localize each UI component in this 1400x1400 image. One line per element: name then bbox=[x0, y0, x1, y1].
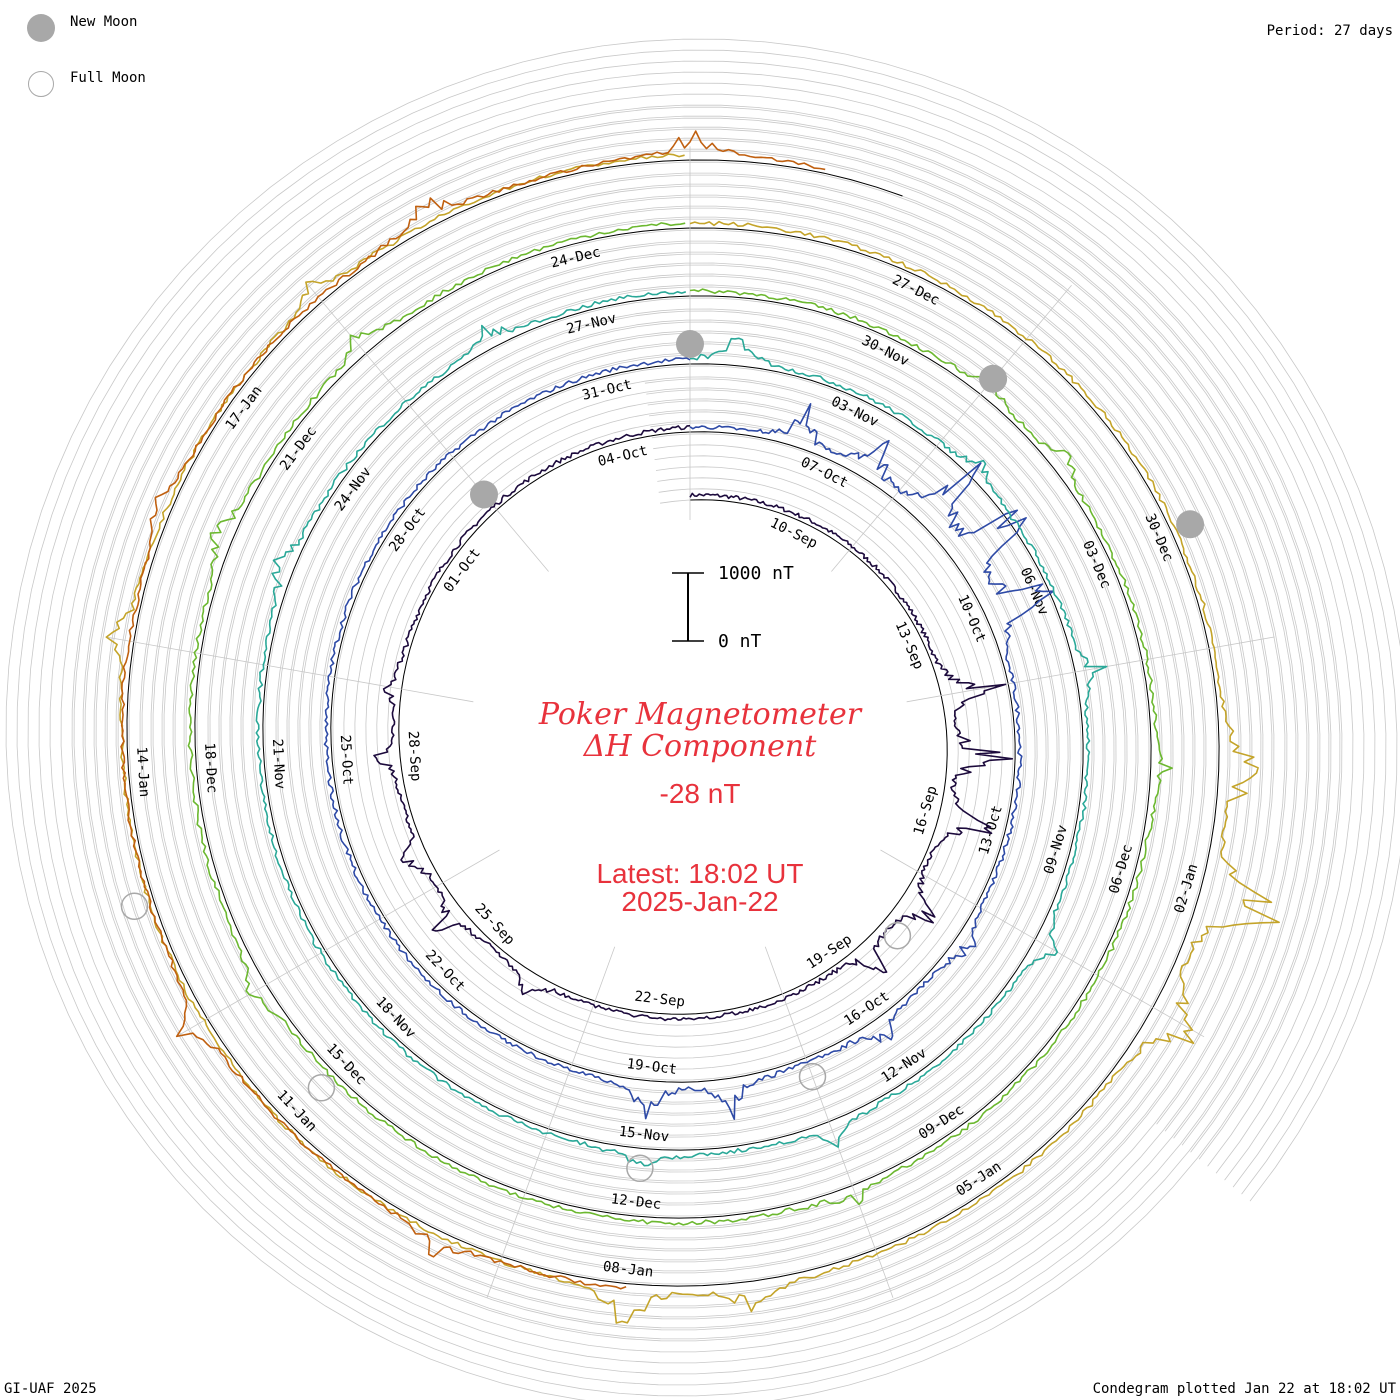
new-moon-marker bbox=[470, 480, 498, 509]
full-moon-marker bbox=[626, 1154, 654, 1183]
series-line bbox=[373, 425, 1014, 1022]
chart-title: Poker Magnetometer bbox=[538, 697, 862, 732]
new-moon-marker bbox=[1176, 510, 1205, 539]
date-tick-label: 01-Oct bbox=[441, 545, 484, 595]
baseline-spiral bbox=[126, 159, 1220, 1287]
footer-credit: GI-UAF 2025 bbox=[4, 1381, 97, 1397]
date-tick-label: 10-Oct bbox=[954, 592, 989, 645]
date-tick-label: 28-Sep bbox=[405, 730, 424, 781]
full-moon-marker bbox=[883, 921, 912, 950]
new-moon-legend-icon bbox=[27, 14, 55, 42]
series-line bbox=[120, 130, 826, 1290]
grid-spiral bbox=[115, 148, 1299, 1298]
grid-spiral bbox=[93, 126, 1321, 1320]
radial-grid-line bbox=[764, 946, 894, 1298]
radial-grid-line bbox=[105, 636, 474, 703]
date-tick-label: 22-Sep bbox=[634, 989, 686, 1011]
date-tick-label: 15-Nov bbox=[618, 1124, 670, 1146]
date-tick-label: 21-Nov bbox=[269, 738, 288, 789]
full-moon-marker bbox=[307, 1074, 336, 1102]
grid-spiral bbox=[104, 137, 1310, 1309]
scale-top-label: 1000 nT bbox=[718, 563, 794, 584]
date-tick-label: 10-Sep bbox=[768, 515, 820, 552]
full-moon-marker bbox=[120, 892, 149, 921]
grid-spiral bbox=[82, 115, 1332, 1331]
scale-bar bbox=[672, 572, 704, 642]
full-moon-legend-label: Full Moon bbox=[70, 70, 146, 86]
radial-grid-line bbox=[831, 285, 1072, 572]
series-line bbox=[255, 291, 1108, 1167]
grid-spiral bbox=[27, 60, 1387, 1386]
grid-spiral bbox=[16, 49, 1398, 1397]
date-tick-label: 25-Oct bbox=[337, 734, 356, 785]
date-tick-label: 08-Jan bbox=[602, 1259, 654, 1281]
grid-spiral bbox=[38, 71, 1376, 1375]
period-label: Period: 27 days bbox=[1266, 23, 1393, 39]
series-line bbox=[323, 357, 1055, 1120]
data-layer bbox=[105, 130, 1280, 1324]
date-tick-label: 12-Dec bbox=[610, 1191, 662, 1213]
radial-grid-line bbox=[906, 636, 1275, 703]
date-tick-label: 19-Sep bbox=[804, 931, 855, 972]
current-value: -28 nT bbox=[659, 778, 741, 809]
full-moon-legend-icon bbox=[28, 71, 54, 97]
date-tick-label: 18-Dec bbox=[201, 742, 220, 793]
latest-date: 2025-Jan-22 bbox=[621, 886, 779, 917]
date-tick-label: 14-Jan bbox=[133, 746, 152, 797]
grid-spiral bbox=[60, 93, 1354, 1353]
grid-layer bbox=[5, 38, 1400, 1400]
new-moon-legend-label: New Moon bbox=[70, 14, 138, 30]
radial-grid-line bbox=[308, 285, 549, 572]
grid-spiral bbox=[49, 82, 1365, 1364]
footer-plot-time: Condegram plotted Jan 22 at 18:02 UT bbox=[1092, 1381, 1396, 1397]
grid-spiral bbox=[5, 38, 1400, 1400]
new-moon-marker bbox=[676, 330, 704, 358]
grid-spiral bbox=[71, 104, 1343, 1342]
radial-grid-line bbox=[486, 946, 616, 1298]
radial-grid-line bbox=[175, 849, 500, 1038]
series-line bbox=[105, 153, 1280, 1324]
date-tick-label: 30-Dec bbox=[1141, 511, 1176, 564]
series-line bbox=[187, 222, 1173, 1226]
new-moon-marker bbox=[979, 364, 1008, 393]
scale-bottom-label: 0 nT bbox=[718, 631, 762, 652]
date-tick-label: 19-Oct bbox=[626, 1056, 678, 1078]
moon-marker-layer bbox=[120, 330, 1205, 1183]
chart-subtitle: ΔH Component bbox=[583, 729, 817, 764]
latest-time: Latest: 18:02 UT bbox=[596, 858, 804, 889]
full-moon-marker bbox=[798, 1062, 827, 1091]
radial-grid-line bbox=[880, 849, 1205, 1038]
